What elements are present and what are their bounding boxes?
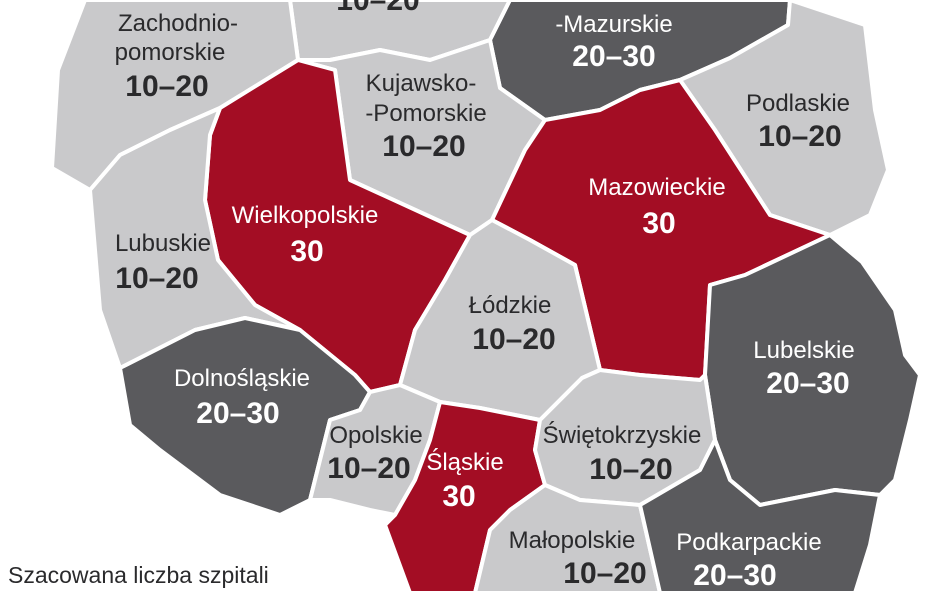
label-mazowieckie-value: 30: [642, 207, 675, 240]
label-zachodniopomorskie-value: 10–20: [125, 70, 208, 103]
label-opolskie-value: 10–20: [327, 452, 410, 485]
label-malopolskie-value: 10–20: [563, 557, 646, 590]
label-lubelskie-value: 20–30: [766, 367, 849, 400]
label-lodzkie-name: Łódzkie: [469, 292, 552, 319]
label-zachodniopomorskie-name-1: Zachodnio-: [118, 10, 238, 37]
label-podkarpackie-value: 20–30: [693, 559, 776, 592]
label-warminsko-name-1: Warmińsko-: [550, 0, 677, 8]
label-lubuskie-name: Lubuskie: [115, 230, 211, 257]
label-opolskie-name: Opolskie: [329, 422, 422, 449]
label-kujawsko-value: 10–20: [382, 130, 465, 163]
region-opolskie: [308, 383, 442, 517]
label-lodzkie-value: 10–20: [472, 323, 555, 356]
label-podlaskie-name: Podlaskie: [746, 90, 850, 117]
label-dolnoslaskie-value: 20–30: [196, 397, 279, 430]
label-lubuskie-value: 10–20: [115, 262, 198, 295]
label-slaskie-value: 30: [442, 480, 475, 513]
label-wielkopolskie-value: 30: [290, 235, 323, 268]
label-swietokrzyskie-value: 10–20: [589, 453, 672, 486]
map-caption: Szacowana liczba szpitali: [8, 562, 269, 588]
label-malopolskie-name: Małopolskie: [509, 527, 636, 554]
region-malopolskie: [473, 483, 662, 593]
label-slaskie-name: Śląskie: [426, 448, 503, 476]
label-warminsko-value: 20–30: [572, 40, 655, 73]
label-warminsko-name-2: -Mazurskie: [555, 11, 672, 38]
region-lubuskie: [88, 106, 302, 370]
label-podlaskie-value: 10–20: [758, 120, 841, 153]
label-swietokrzyskie-name: Świętokrzyskie: [543, 421, 702, 449]
label-podkarpackie-name: Podkarpackie: [676, 529, 821, 556]
label-kujawsko-name-1: Kujawsko-: [366, 70, 477, 97]
label-pomorskie-value: 10–20: [336, 0, 419, 17]
label-dolnoslaskie-name: Dolnośląskie: [174, 365, 310, 392]
region-podkarpackie: [638, 438, 882, 593]
label-wielkopolskie-name: Wielkopolskie: [232, 202, 379, 229]
label-kujawsko-name-2: -Pomorskie: [365, 100, 486, 127]
label-zachodniopomorskie-name-2: pomorskie: [115, 39, 226, 66]
label-lubelskie-name: Lubelskie: [753, 337, 854, 364]
label-mazowieckie-name: Mazowieckie: [588, 174, 725, 201]
